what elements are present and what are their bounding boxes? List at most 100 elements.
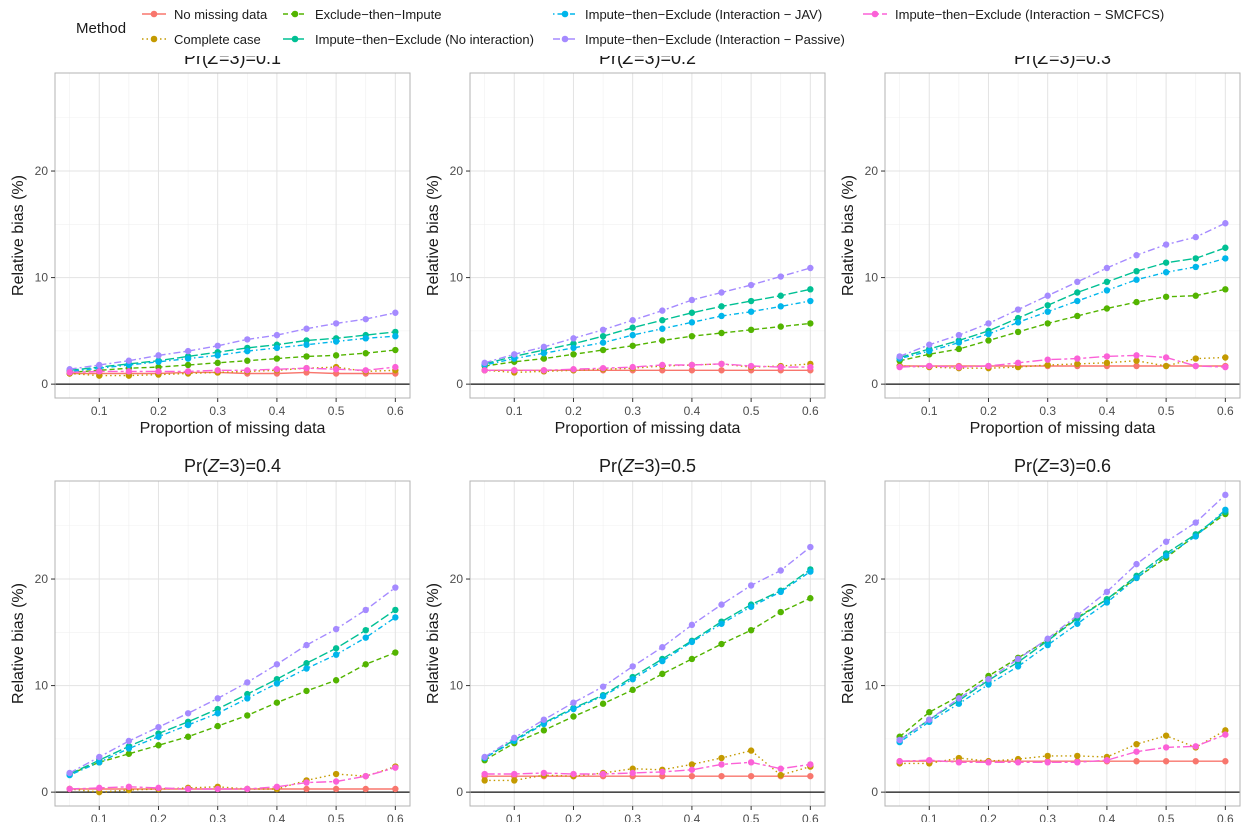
series-group (66, 649, 399, 778)
data-point (1074, 752, 1081, 760)
data-point (688, 319, 696, 326)
data-point (362, 315, 369, 323)
series-group (481, 747, 814, 784)
data-point (125, 357, 133, 364)
data-point (125, 783, 133, 791)
panel-title-suffix: =3)=0.5 (634, 456, 696, 476)
data-point (896, 363, 903, 371)
data-point (1162, 758, 1170, 765)
data-point (155, 784, 162, 792)
data-point (926, 756, 933, 764)
data-point (1133, 758, 1140, 765)
data-point (184, 361, 192, 369)
y-tick-label: 20 (450, 164, 464, 178)
panel-title-suffix: =3)=0.2 (634, 56, 696, 68)
data-point (659, 317, 666, 324)
data-point (273, 344, 281, 352)
series-group (66, 584, 399, 777)
data-point (1044, 356, 1051, 363)
series-line (899, 222, 1226, 358)
y-tick-label: 0 (871, 377, 878, 391)
legend-key-point (291, 35, 299, 43)
legend-item: No missing data (142, 7, 268, 22)
data-point (807, 297, 814, 305)
data-point (1162, 538, 1170, 545)
legend-label: Impute−then−Exclude (Interaction − JAV) (585, 7, 822, 22)
data-point (125, 750, 133, 757)
data-point (511, 777, 518, 784)
panel-title: Pr(Z=3)=0.6 (1014, 456, 1111, 476)
data-point (926, 709, 933, 716)
x-tick-label: 0.2 (980, 812, 997, 822)
data-point (273, 331, 281, 339)
legend-key-point (291, 10, 299, 18)
data-point (599, 332, 607, 340)
data-point (1103, 278, 1111, 286)
data-point (570, 699, 577, 706)
data-point (1133, 352, 1140, 359)
data-point (688, 367, 696, 374)
data-point (896, 353, 903, 360)
data-point (362, 626, 369, 634)
series-line (899, 257, 1226, 360)
data-point (362, 661, 369, 668)
data-point (184, 355, 192, 362)
data-point (777, 363, 784, 371)
data-point (303, 364, 310, 372)
data-point (718, 360, 725, 368)
series-line (899, 288, 1226, 362)
panel-title: Pr(Z=3)=0.2 (599, 56, 696, 68)
data-point (540, 727, 548, 734)
data-point (807, 363, 814, 371)
data-point (362, 772, 369, 780)
series-line (484, 571, 811, 759)
series-line (69, 331, 396, 371)
data-point (1133, 574, 1140, 582)
data-point (777, 273, 784, 280)
data-point (955, 759, 963, 766)
series-group (66, 764, 399, 793)
x-tick-label: 0.4 (269, 404, 286, 418)
y-tick-label: 20 (865, 164, 879, 178)
y-tick-label: 0 (456, 377, 463, 391)
data-point (244, 785, 251, 793)
chart-panels: 0.1 0.2 0.3 0.4 0.5 0.601020Pr(Z=3)=0.1Propor… (10, 48, 1241, 826)
legend-label: No missing data (174, 7, 268, 22)
data-point (362, 606, 369, 614)
data-point (392, 363, 399, 371)
data-point (629, 363, 636, 371)
data-point (184, 368, 192, 375)
data-point (629, 663, 636, 670)
data-point (96, 753, 103, 761)
x-axis-label: Proportion of missing data (970, 420, 1156, 437)
data-point (1103, 305, 1111, 312)
x-tick-label: 0.4 (1099, 404, 1116, 418)
y-tick-label: 20 (865, 572, 879, 586)
data-point (332, 366, 340, 373)
data-point (362, 367, 369, 374)
x-tick-label: 0.6 (387, 812, 404, 822)
data-point (1044, 320, 1051, 327)
data-point (1103, 264, 1111, 272)
data-point (273, 783, 281, 791)
y-axis-label: Relative bias (%) (10, 583, 27, 704)
data-point (1192, 233, 1199, 241)
data-point (1222, 758, 1229, 765)
data-point (1014, 663, 1022, 670)
data-point (1014, 359, 1022, 367)
data-point (1222, 244, 1229, 251)
series-line (484, 568, 811, 759)
panel-title-suffix: =3)=0.4 (219, 456, 281, 476)
x-tick-label: 0.3 (209, 404, 226, 418)
data-point (570, 770, 577, 778)
data-point (1222, 354, 1229, 361)
data-point (659, 337, 666, 344)
y-tick-label: 10 (450, 679, 464, 693)
y-tick-label: 10 (35, 679, 49, 693)
data-point (332, 778, 340, 785)
data-point (511, 734, 518, 742)
chart-panel: 0.1 0.2 0.3 0.4 0.5 0.6 0 10 20 Pr(Z=3)=0.3 Propor… (840, 48, 1241, 437)
data-point (1133, 252, 1140, 259)
data-point (540, 355, 548, 362)
data-point (511, 367, 518, 374)
